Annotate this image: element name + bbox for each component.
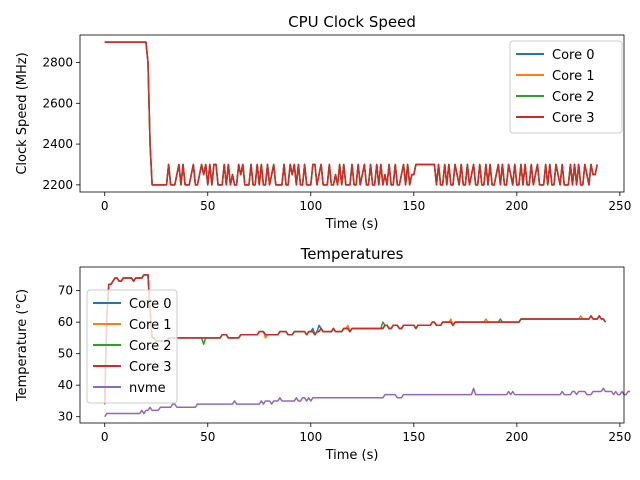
x-tick-label: 200 [505, 199, 528, 213]
series-line-1-3 [103, 274, 607, 405]
x-tick-label: 100 [299, 199, 322, 213]
legend-label: Core 3 [129, 360, 172, 375]
chart-title: CPU Clock Speed [288, 13, 416, 31]
x-tick-label: 250 [608, 430, 631, 444]
legend: Core 0 Core 1 Core 2 Core 3 [509, 40, 623, 134]
x-tick-label: 250 [608, 199, 631, 213]
y-tick-label: 30 [58, 410, 73, 424]
axes-frame [79, 34, 625, 193]
series-line-0-3 [104, 41, 598, 186]
chart-title: Temperatures [300, 245, 404, 263]
x-tick-label: 150 [402, 430, 425, 444]
chart-panel-1: 0 50 100 150 200 250 30 40 50 60 70 Temperatures Tim… [15, 245, 631, 463]
x-tick-label: 0 [101, 430, 109, 444]
y-tick-label: 40 [58, 378, 73, 392]
legend-label: Core 2 [552, 90, 595, 105]
legend-label: Core 0 [552, 48, 595, 63]
legend-label: Core 2 [129, 339, 172, 354]
legend-label: nvme [129, 381, 166, 396]
x-tick-label: 200 [505, 430, 528, 444]
y-tick-label: 2200 [42, 178, 73, 192]
legend-label: Core 0 [129, 297, 172, 312]
y-tick-label: 2800 [42, 56, 73, 70]
x-tick-label: 0 [101, 199, 109, 213]
axes-frame [79, 266, 625, 424]
x-axis-label: Time (s) [325, 217, 379, 232]
legend-box [509, 40, 623, 134]
x-tick-label: 150 [402, 199, 425, 213]
y-tick-label: 70 [58, 284, 73, 298]
series-line-1-0 [103, 274, 607, 405]
legend: Core 0 Core 1 Core 2 Core 3 nvme [86, 289, 178, 404]
y-tick-label: 2400 [42, 137, 73, 151]
x-tick-label: 50 [200, 430, 215, 444]
x-tick-label: 50 [200, 199, 215, 213]
series-line-1-1 [103, 274, 607, 405]
x-tick-label: 100 [299, 430, 322, 444]
y-tick-label: 50 [58, 347, 73, 361]
legend-label: Core 3 [552, 111, 595, 126]
x-axis-label: Time (s) [325, 448, 379, 463]
legend-box [86, 289, 178, 404]
series-line-1-4 [104, 387, 631, 418]
y-axis-label: Temperature (°C) [15, 289, 30, 402]
legend-label: Core 1 [552, 69, 595, 84]
y-tick-label: 60 [58, 315, 73, 329]
y-tick-label: 2600 [42, 96, 73, 110]
series-line-1-2 [103, 274, 607, 405]
y-axis-label: Clock Speed (MHz) [15, 52, 30, 174]
chart-panel-0: 0 50 100 150 200 250 2200 2400 2600 2800 CPU Clock… [15, 13, 631, 232]
legend-label: Core 1 [129, 318, 172, 333]
